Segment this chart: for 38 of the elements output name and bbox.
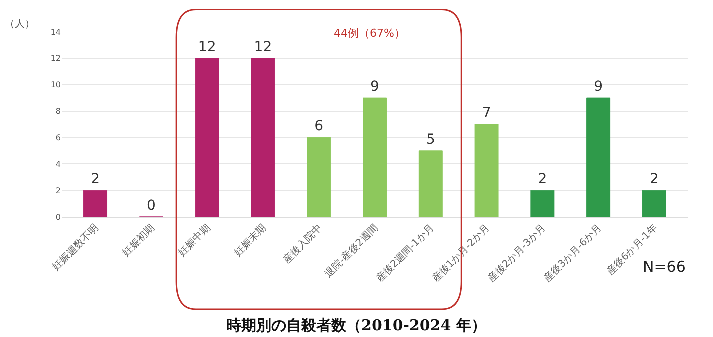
x-tick-label: 産後入院中	[280, 222, 325, 266]
data-label: 2	[650, 172, 659, 188]
data-label: 2	[538, 172, 548, 188]
y-tick-label: 0	[56, 212, 61, 222]
bar	[363, 98, 387, 217]
bar	[195, 58, 220, 217]
x-tick-label: 妊娠末期	[232, 222, 269, 259]
y-tick-label: 12	[50, 54, 61, 64]
text: N=66	[643, 258, 686, 276]
y-tick-label: 10	[50, 80, 61, 90]
bar	[418, 150, 443, 217]
data-label: 2	[91, 172, 100, 188]
bar	[251, 58, 276, 217]
data-label: 12	[254, 39, 272, 56]
data-label: 5	[426, 132, 436, 148]
bar	[642, 190, 666, 217]
x-tick-label: 妊娠中期	[176, 222, 213, 259]
data-label: 9	[370, 79, 380, 96]
bar	[474, 124, 499, 217]
y-tick-label: 4	[56, 160, 61, 169]
bar	[530, 190, 555, 217]
text: 時期別の自殺者数（2010-2024 年）	[226, 316, 486, 334]
data-label: 7	[482, 106, 492, 122]
x-tick-label: 妊娠初期	[120, 222, 158, 259]
x-tick-label: 妊娠週数不明	[50, 222, 102, 274]
y-tick-label: 6	[56, 134, 61, 143]
bar	[84, 190, 108, 217]
bar	[586, 98, 611, 217]
y-tick-label: 2	[56, 186, 61, 196]
y-axis-title: （人）	[5, 19, 35, 30]
bar	[307, 137, 332, 217]
y-tick-label: 8	[56, 107, 61, 116]
data-label: 0	[146, 198, 156, 214]
annotation: 44例（67%）	[334, 27, 406, 40]
y-tick-label: 14	[50, 28, 61, 37]
data-label: 12	[198, 39, 216, 56]
data-label: 6	[314, 118, 324, 135]
data-label: 9	[594, 79, 604, 96]
